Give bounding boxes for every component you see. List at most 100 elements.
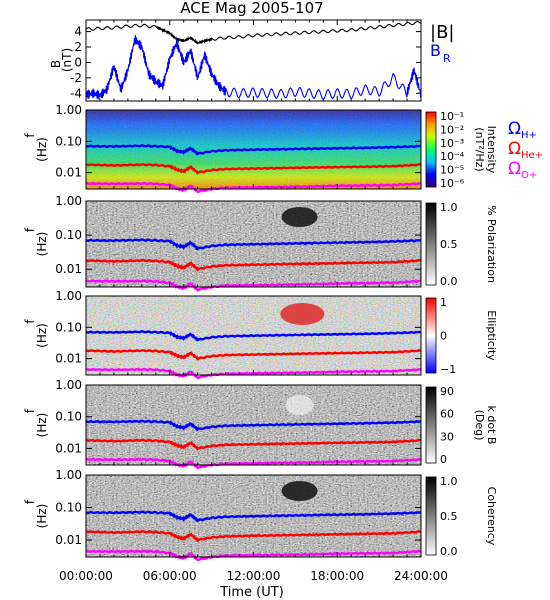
x-tick-label: 24:00:00 [394,569,448,583]
colorbar [425,386,437,464]
wave-event-region [285,395,314,415]
y-tick-label: 4 [74,25,82,39]
colorbar-tick-label: 1 [440,296,447,309]
colorbar [425,111,437,188]
gyrofrequency-line [85,419,421,432]
panel-intensity: 1.00 0.10 0.01 f(Hz) 10⁻¹10⁻²10⁻³10⁻⁴10⁻⁵10⁻… [23,103,498,194]
gyrofrequency-line [85,530,422,543]
colorbar-title: Intensity [485,126,498,174]
y-tick-label: 0.01 [55,352,82,366]
gyrofrequency-line [85,549,422,562]
gyrofrequency-line [85,510,421,523]
y-tick-label: 2 [74,40,82,54]
gyrofrequency-line [85,258,422,272]
colorbar-tick-label: 0.5 [440,510,458,523]
colorbar-tick-label: 0 [440,453,447,466]
mag-y-axis-unit: (nT) [60,48,74,72]
colorbar-tick-label: 10⁻⁵ [440,164,464,177]
panel-kdotb: 1.00 0.10 0.01 f(Hz) 90 60 30 0 k dot B(Deg) [23,378,498,470]
colorbar-tick-label: 1.0 [440,475,458,488]
legend-b-radial-sub: R [443,52,451,65]
colorbar-tick-label: 10⁻⁴ [440,150,465,163]
gyro-legend-sub: He+ [521,150,543,161]
colorbar-title: k dot B [485,406,498,445]
panel-polarization: 1.00 0.10 0.01 f(Hz) 1.0 0.5 0.0 % Polarization [23,194,498,292]
colorbar-tick-label: 10⁻⁶ [440,177,465,190]
colorbar-tick-label: −1 [440,363,456,376]
x-tick-label: 12:00:00 [227,569,281,583]
colorbar-tick-label: 30 [440,430,454,443]
gyro-legend-symbol: Ω [508,119,521,139]
y-tick-label: 0 [74,55,82,69]
y-tick-label: 0.01 [55,533,82,547]
legend-b-magnitude: |B| [430,22,454,43]
colorbar-unit: (nT²/Hz) [473,127,486,171]
y-tick-label: 1.00 [55,194,82,208]
colorbar-tick-label: 10⁻¹ [440,110,464,123]
colorbar-tick-label: 60 [440,408,454,421]
colorbar-tick-label: 0.5 [440,238,458,251]
colorbar-tick-label: 10⁻² [440,123,464,136]
chart-title: ACE Mag 2005-107 [180,0,323,17]
y-axis-unit: (Hz) [35,323,49,348]
y-axis-label: f [23,499,37,504]
y-tick-label: 0.10 [55,228,82,242]
wave-event-region [281,207,318,227]
y-tick-label: -2 [70,71,82,85]
y-tick-label: 0.01 [55,166,82,180]
gyro-legend-symbol: Ω [508,159,521,179]
legend-b-radial: B [430,41,441,60]
gyrofrequency-line [85,279,422,292]
x-tick-label: 18:00:00 [310,569,364,583]
y-tick-label: 1.00 [55,289,82,303]
colorbar-title: % Polarization [485,205,498,283]
colorbar-tick-label: 0.0 [440,545,458,558]
y-axis-label: f [23,319,37,324]
colorbar-unit: (Deg) [473,410,486,441]
y-axis-unit: (Hz) [35,137,49,162]
gyrofrequency-line [85,348,422,361]
y-tick-label: 0.01 [55,441,82,455]
series-line-b-magnitude [85,20,422,45]
y-tick-label: 1.00 [55,103,82,117]
y-tick-label: 1.00 [55,378,82,392]
colorbar [425,202,437,286]
x-axis-title: Time (UT) [219,585,284,600]
y-axis-unit: (Hz) [35,232,49,257]
time-axis: 00:00:00 06:00:00 12:00:00 18:00:00 24:00:00 [59,569,448,583]
gyrofrequency-line [85,144,422,156]
gyro-legend-sub: H+ [521,130,537,141]
y-tick-label: 0.10 [55,320,82,334]
colorbar [425,476,437,556]
gyrofrequency-line [85,438,422,451]
gyrofrequency-line [85,181,422,194]
colorbar-tick-label: 0 [440,330,447,343]
gyro-legend-symbol: Ω [508,139,521,159]
y-tick-label: 0.10 [55,410,82,424]
y-tick-label: 0.10 [55,134,82,148]
gyrofrequency-line [85,330,422,342]
y-axis-label: f [23,133,37,138]
colorbar-tick-label: 0.0 [440,275,458,288]
y-tick-label: 0.01 [55,262,82,276]
colorbar-tick-label: 90 [440,385,454,398]
gyrofrequency-line [85,238,422,251]
spectral-panels: 1.000.100.01f(Hz)10⁻¹10⁻²10⁻³10⁻⁴10⁻⁵10⁻… [23,103,543,562]
high-ellipticity-region [280,303,325,325]
colorbar-tick-label: 1.0 [440,201,458,214]
x-tick-label: 06:00:00 [143,569,197,583]
wave-event-region [281,481,318,501]
colorbar-tick-label: 10⁻³ [440,137,464,150]
y-tick-label: -4 [70,86,82,100]
y-tick-label: 1.00 [55,468,82,482]
mag-y-axis-label: B [49,60,63,68]
gyro-legend-sub: O+ [521,170,537,181]
panel-coherency: 1.00 0.10 0.01 f(Hz) 1.0 0.5 0.0 Coherency [23,468,498,562]
y-axis-label: f [23,408,37,413]
magnetic-field-panel: 420-2-4B(nT)|B|B R [49,19,454,102]
series-line-b-radial [85,35,422,101]
gyrofrequency-line [85,457,422,470]
colorbar-title: Ellipticity [485,310,498,361]
x-tick-label: 00:00:00 [59,569,113,583]
y-tick-label: 0.10 [55,501,82,515]
